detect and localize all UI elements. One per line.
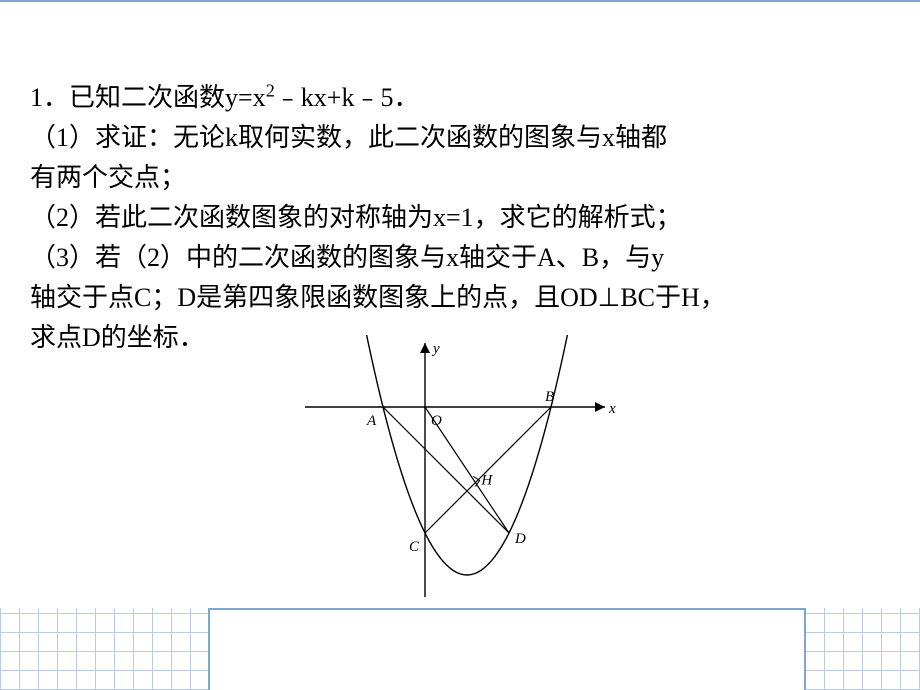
part1-line1: （1）求证：无论k取何实数，此二次函数的图象与x轴都 (30, 118, 895, 158)
grid-bottom-right (805, 608, 920, 690)
slide-top-border (0, 0, 920, 2)
part3-line2: 轴交于点C；D是第四象限函数图象上的点，且OD⊥BC于H， (30, 278, 895, 318)
stem-exponent: 2 (266, 80, 275, 100)
svg-text:A: A (366, 413, 377, 429)
parabola-figure: y x O A B C D H (300, 335, 620, 615)
svg-text:O: O (431, 413, 442, 429)
part2-line: （2）若此二次函数图象的对称轴为x=1，求它的解析式； (30, 198, 895, 238)
figure-svg: y x O A B C D H (300, 335, 620, 615)
svg-text:x: x (608, 401, 616, 417)
stem-suffix: ﹣kx+k﹣5． (275, 83, 420, 112)
svg-text:y: y (431, 341, 440, 357)
svg-text:H: H (480, 473, 493, 489)
stem-prefix: 已知二次函数y=x (69, 83, 266, 112)
part3-line1: （3）若（2）中的二次函数的图象与x轴交于A、B，与y (30, 238, 895, 278)
part1-line2: 有两个交点； (30, 158, 895, 198)
grid-right-edge (804, 608, 806, 690)
problem-stem: 1．已知二次函数y=x2﹣kx+k﹣5． (30, 78, 895, 118)
svg-text:B: B (545, 389, 554, 405)
slide: 1．已知二次函数y=x2﹣kx+k﹣5． （1）求证：无论k取何实数，此二次函数… (0, 0, 920, 690)
svg-text:D: D (514, 531, 526, 547)
grid-left-edge (208, 608, 210, 690)
problem-text: 1．已知二次函数y=x2﹣kx+k﹣5． （1）求证：无论k取何实数，此二次函数… (30, 78, 895, 358)
svg-text:C: C (409, 539, 420, 555)
problem-number: 1． (30, 83, 69, 112)
grid-bottom-left (0, 608, 210, 690)
slide-bottom-border (210, 608, 805, 610)
